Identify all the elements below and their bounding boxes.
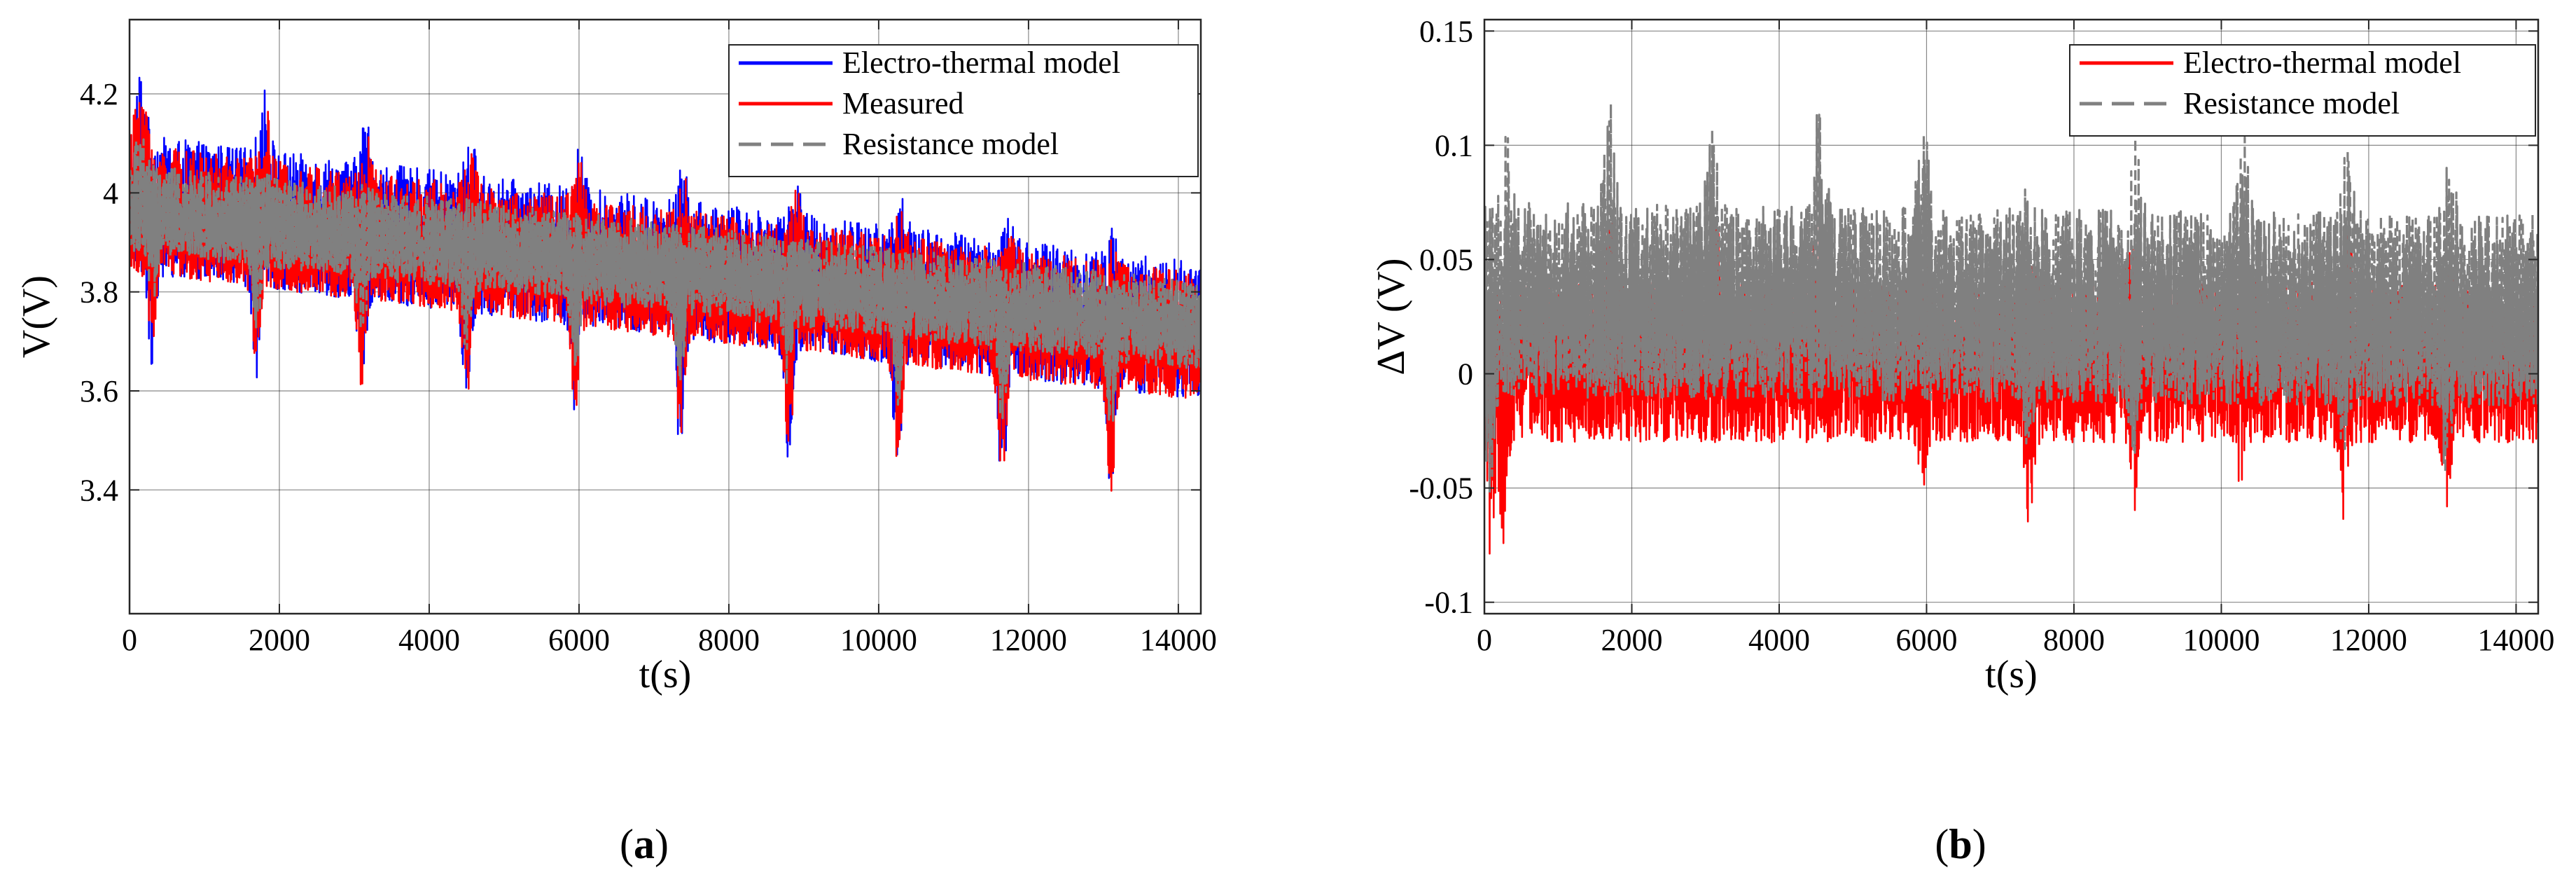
x-tick-label: 10000: [2182, 623, 2260, 657]
x-tick-label: 8000: [698, 623, 760, 657]
y-tick-label: -0.1: [1424, 586, 1473, 620]
y-tick-label: 3.8: [80, 275, 118, 310]
chart-panel-b: 0 2000 4000 6000 8000 10000 12000 14000 -0.1 -0.0…: [1370, 14, 2554, 867]
x-tick-label: 2000: [249, 623, 310, 657]
series-group: [1484, 103, 2538, 555]
x-tick-label: 10000: [840, 623, 917, 657]
series-line-resistance-model: [1484, 103, 2538, 494]
legend-label: Measured: [842, 86, 964, 120]
y-tick-label: -0.05: [1409, 471, 1473, 506]
legend-label: Resistance model: [2183, 86, 2400, 120]
x-tick-label: 4000: [1748, 623, 1810, 657]
x-tick-label: 12000: [990, 623, 1067, 657]
y-tick-label: 4.2: [80, 77, 118, 111]
y-tick-label: 4: [103, 176, 118, 210]
y-tick-label: 0.05: [1419, 242, 1473, 277]
y-tick-label: 0: [1458, 357, 1473, 392]
x-tick-label: 2000: [1601, 623, 1662, 657]
plot-frame: [1483, 18, 2540, 615]
caption-b: (b): [1935, 821, 1986, 867]
caption-letter: a: [634, 821, 655, 867]
legend-box: [728, 44, 1199, 177]
x-axis-label: t(s): [1985, 653, 2038, 696]
y-tick-label: 0.1: [1435, 128, 1473, 163]
x-axis-label: t(s): [639, 653, 692, 696]
caption-letter: b: [1949, 821, 1972, 867]
series-group: [130, 76, 1201, 492]
y-tick-label: 0.15: [1419, 14, 1473, 48]
caption-a: (a): [620, 821, 669, 867]
legend-label: Resistance model: [842, 127, 1059, 161]
legend-label: Electro-thermal model: [2183, 46, 2461, 80]
series-line-resistance-model: [130, 138, 1201, 422]
legend: Electro-thermal model Resistance model: [2069, 44, 2536, 137]
y-tick-label: 3.4: [80, 473, 118, 507]
x-tick-label: 6000: [1895, 623, 1957, 657]
x-tick-label: 6000: [548, 623, 610, 657]
legend-box: [2069, 44, 2536, 137]
x-tick-label: 14000: [2477, 623, 2554, 657]
y-axis-label: V(V): [15, 275, 58, 358]
legend: Electro-thermal model Measured Resistance …: [728, 44, 1199, 177]
x-tick-label: 8000: [2043, 623, 2105, 657]
x-tick-label: 12000: [2330, 623, 2407, 657]
x-tick-label: 4000: [398, 623, 460, 657]
x-tick-label: 0: [122, 623, 137, 657]
y-axis-label: ΔV (V): [1370, 258, 1413, 375]
legend-label: Electro-thermal model: [842, 46, 1120, 80]
chart-panel-a: 0 2000 4000 6000 8000 10000 12000 14000 3.4 3.6 3.…: [15, 18, 1217, 867]
x-tick-label: 14000: [1140, 623, 1217, 657]
y-tick-label: 3.6: [80, 374, 118, 408]
x-tick-label: 0: [1477, 623, 1492, 657]
plot-frame: [128, 18, 1202, 615]
